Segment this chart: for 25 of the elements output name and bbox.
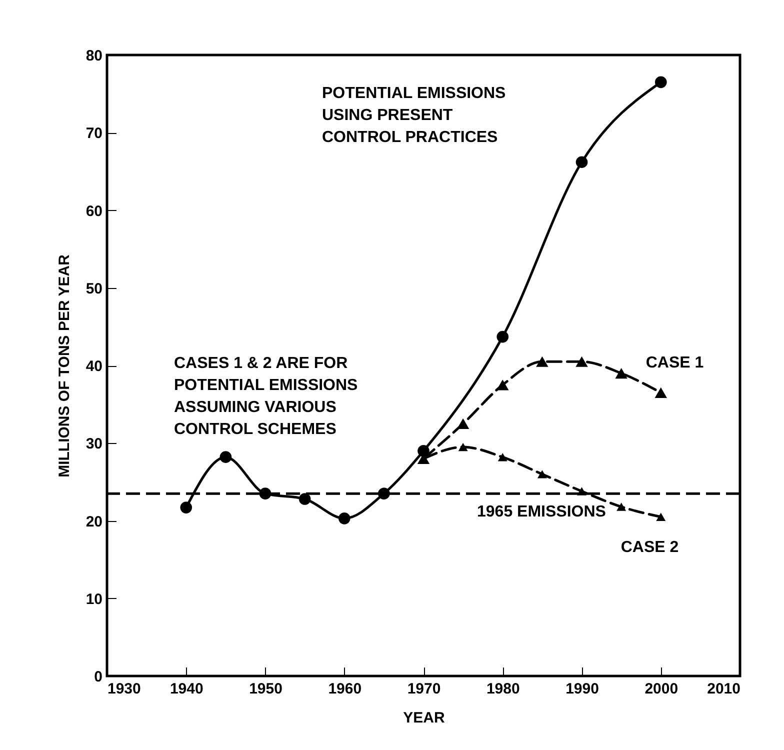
series-label: CASE 1 xyxy=(646,354,704,372)
y-tick-label: 40 xyxy=(86,358,102,375)
x-tick-label: 1960 xyxy=(328,680,362,698)
annotation: CASES 1 & 2 ARE FOR POTENTIAL EMISSIONS ASSUMING VARIOUS CONTROL SCHEMES xyxy=(174,355,358,438)
x-tick-label: 1950 xyxy=(249,680,282,698)
x-tick-label: 1980 xyxy=(486,680,520,698)
ref-line-label: 1965 EMISSIONS xyxy=(477,504,606,521)
x-tick-label: 1930 xyxy=(108,680,141,698)
y-tick-label: 0 xyxy=(94,668,102,686)
y-axis-title: MILLIONS OF TONS PER YEAR xyxy=(56,254,73,478)
y-tick-label: 10 xyxy=(86,590,102,608)
x-tick-label: 1970 xyxy=(407,680,441,698)
x-tick-label: 1990 xyxy=(566,680,599,698)
y-tick-label: 60 xyxy=(86,202,102,220)
annotation: POTENTIAL EMISSIONS USING PRESENT CONTROL PRACTICES xyxy=(322,85,506,146)
x-tick-label: 2000 xyxy=(644,680,678,698)
x-tick-label: 1940 xyxy=(170,680,204,698)
x-tick-label: 2010 xyxy=(707,680,740,698)
y-tick-label: 80 xyxy=(86,48,102,64)
y-tick-label: 50 xyxy=(86,280,102,298)
y-tick-label: 20 xyxy=(86,513,102,530)
y-tick-label: 70 xyxy=(86,125,102,142)
series-label: CASE 2 xyxy=(620,538,679,556)
y-tick-label: 30 xyxy=(86,436,102,453)
x-axis-title: YEAR xyxy=(403,710,445,726)
